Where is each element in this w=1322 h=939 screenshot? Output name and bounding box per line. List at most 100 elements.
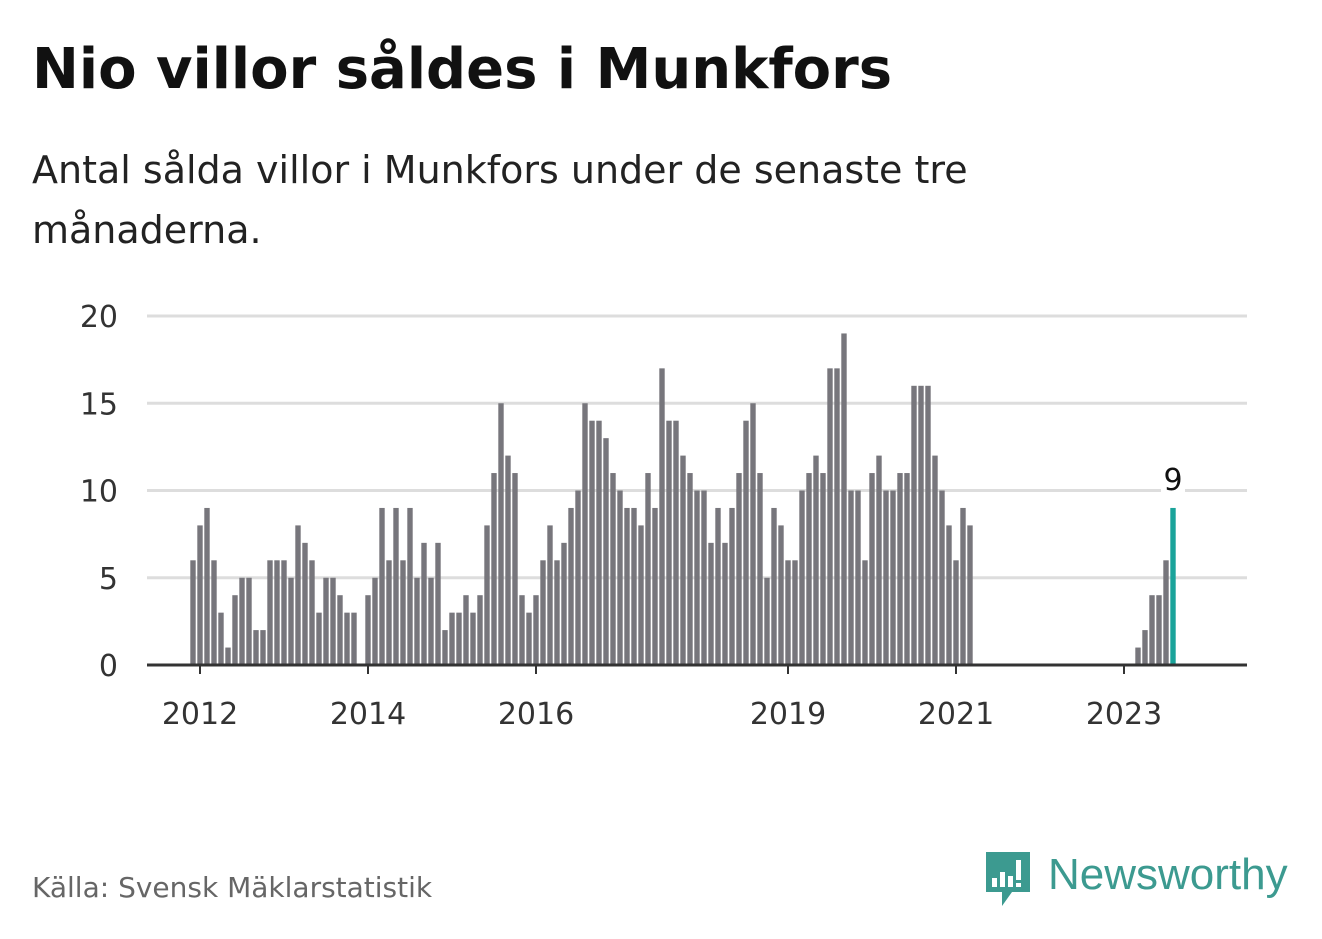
bar (232, 595, 238, 665)
bar (260, 630, 266, 665)
y-tick-label: 5 (99, 562, 118, 597)
bar (652, 507, 658, 665)
bar (757, 473, 763, 665)
bar (673, 420, 679, 665)
bar (638, 525, 644, 665)
bar (722, 542, 728, 665)
axes (147, 663, 1247, 674)
x-tick-label: 2012 (162, 697, 238, 732)
bar (330, 577, 336, 665)
bar (1149, 595, 1155, 665)
bar (1142, 630, 1148, 665)
bar (764, 577, 770, 665)
bar (526, 612, 532, 665)
bar (309, 560, 315, 665)
bar (197, 525, 203, 665)
bar (302, 542, 308, 665)
bar (316, 612, 322, 665)
bar (862, 560, 868, 665)
bar (407, 507, 413, 665)
bar (813, 455, 819, 665)
bar (274, 560, 280, 665)
bar (547, 525, 553, 665)
bar (743, 420, 749, 665)
bar (827, 368, 833, 665)
bar (442, 630, 448, 665)
bar (1163, 560, 1169, 665)
x-tick-label: 2021 (918, 697, 994, 732)
chart-title: Nio villor såldes i Munkfors (32, 37, 893, 102)
x-tick-label: 2023 (1086, 697, 1162, 732)
last-value-label: 9 (1163, 463, 1182, 498)
bar (540, 560, 546, 665)
y-tick-label: 15 (80, 387, 118, 422)
bar (484, 525, 490, 665)
bar (736, 473, 742, 665)
bars (190, 333, 1176, 665)
bar (295, 525, 301, 665)
bar (386, 560, 392, 665)
bar (400, 560, 406, 665)
bar (554, 560, 560, 665)
bar (288, 577, 294, 665)
bar (687, 473, 693, 665)
bar (701, 490, 707, 665)
bar (694, 490, 700, 665)
bar (715, 507, 721, 665)
bar (239, 577, 245, 665)
bar (533, 595, 539, 665)
bar (729, 507, 735, 665)
bar (449, 612, 455, 665)
bar (806, 473, 812, 665)
bar-chart-speech-bubble-icon (986, 852, 1030, 906)
bar-highlighted (1170, 507, 1176, 665)
bar (470, 612, 476, 665)
bar (897, 473, 903, 665)
bar (428, 577, 434, 665)
bar-chart: 0 5 10 15 20 2012 2014 2016 2019 2021 2023 9 (80, 300, 1247, 732)
x-tick-label: 2019 (750, 697, 826, 732)
bar (911, 385, 917, 665)
bar (225, 647, 231, 665)
bar (1135, 647, 1141, 665)
bar (421, 542, 427, 665)
bar (372, 577, 378, 665)
bar (820, 473, 826, 665)
bar (659, 368, 665, 665)
bar (890, 490, 896, 665)
x-tick-label: 2016 (498, 697, 574, 732)
bar (365, 595, 371, 665)
bar (799, 490, 805, 665)
bar (281, 560, 287, 665)
bar (589, 420, 595, 665)
y-tick-label: 20 (80, 300, 118, 335)
bar (631, 507, 637, 665)
bar (708, 542, 714, 665)
bar (904, 473, 910, 665)
bar (393, 507, 399, 665)
bar (246, 577, 252, 665)
bar (456, 612, 462, 665)
bar (792, 560, 798, 665)
bar (379, 507, 385, 665)
labels: 0 5 10 15 20 2012 2014 2016 2019 2021 2023 9 (80, 300, 1185, 732)
chart-subtitle: Antal sålda villor i Munkfors under de s… (32, 148, 968, 252)
bar (477, 595, 483, 665)
bar (561, 542, 567, 665)
bar (876, 455, 882, 665)
bar (848, 490, 854, 665)
x-tick-label: 2014 (330, 697, 406, 732)
bar (834, 368, 840, 665)
bar (463, 595, 469, 665)
bar (323, 577, 329, 665)
bar (351, 612, 357, 665)
bar (617, 490, 623, 665)
bar (505, 455, 511, 665)
bar (435, 542, 441, 665)
bar (883, 490, 889, 665)
bar (337, 595, 343, 665)
bar (596, 420, 602, 665)
bar (918, 385, 924, 665)
bar (778, 525, 784, 665)
bar (603, 438, 609, 665)
